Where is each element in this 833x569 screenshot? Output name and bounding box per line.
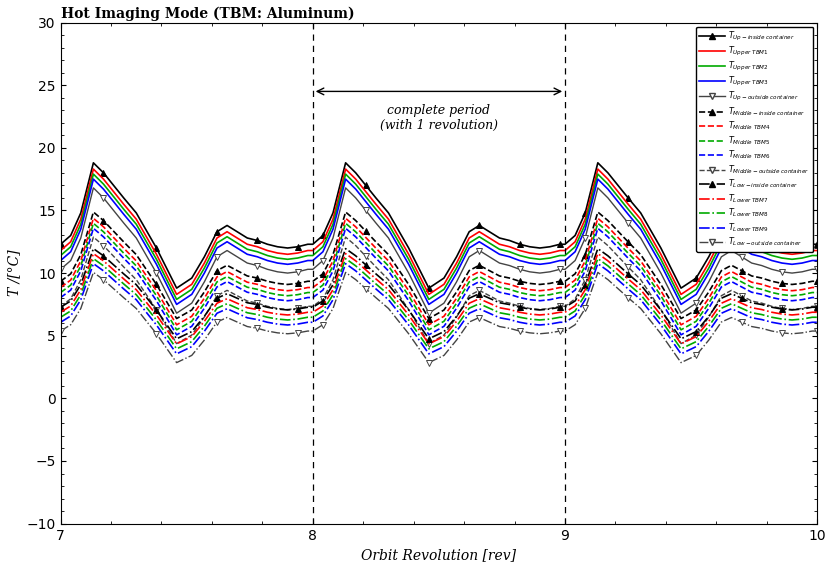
Y-axis label: T /[°C]: T /[°C] <box>7 250 21 296</box>
Text: Hot Imaging Mode (TBM: Aluminum): Hot Imaging Mode (TBM: Aluminum) <box>61 7 354 21</box>
Legend: $\mathit{T}_{\mathit{Up-inside\ container}}$, $\mathit{T}_{\mathit{Upper\ TBM1}}: $\mathit{T}_{\mathit{Up-inside\ containe… <box>696 27 813 251</box>
Text: complete period
(with 1 revolution): complete period (with 1 revolution) <box>380 104 498 132</box>
X-axis label: Orbit Revolution [rev]: Orbit Revolution [rev] <box>362 548 516 562</box>
